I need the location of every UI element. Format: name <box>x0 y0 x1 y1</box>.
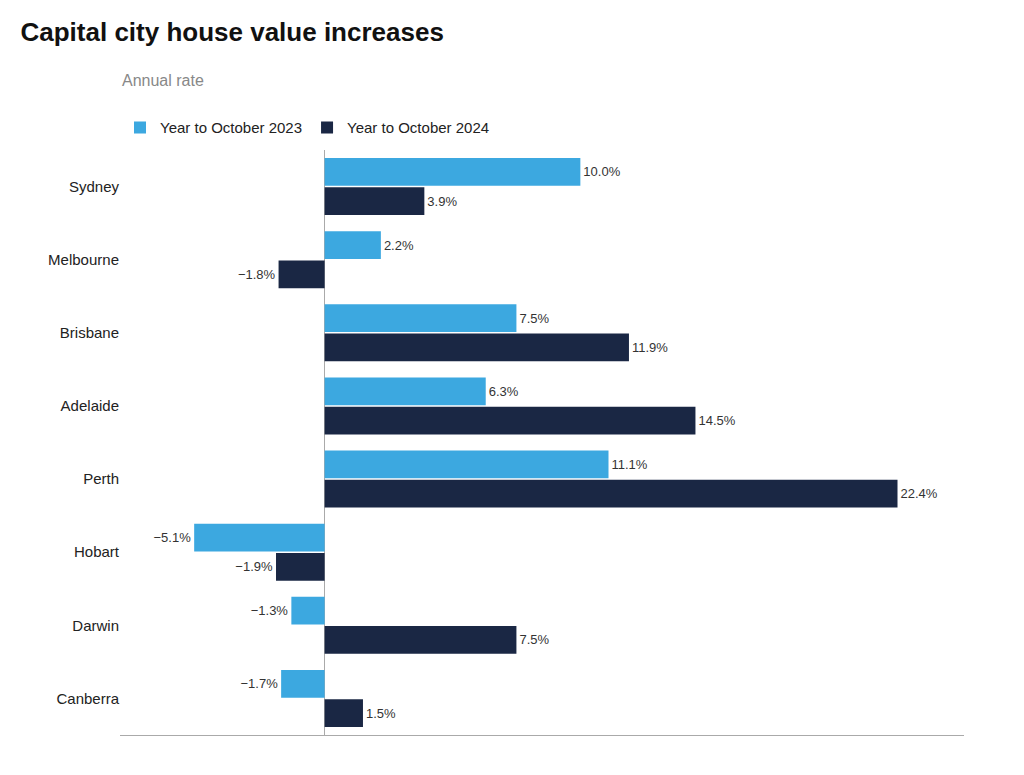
svg-text:3.9%: 3.9% <box>427 194 457 209</box>
svg-text:Canberra: Canberra <box>56 690 119 707</box>
svg-text:Melbourne: Melbourne <box>48 251 119 268</box>
svg-text:14.5%: 14.5% <box>698 413 735 428</box>
svg-text:10.0%: 10.0% <box>583 164 620 179</box>
svg-text:Hobart: Hobart <box>74 543 120 560</box>
svg-text:Brisbane: Brisbane <box>60 324 119 341</box>
svg-text:Perth: Perth <box>83 470 119 487</box>
svg-text:−1.7%: −1.7% <box>240 676 278 691</box>
svg-text:Adelaide: Adelaide <box>61 397 119 414</box>
svg-text:2.2%: 2.2% <box>384 238 414 253</box>
svg-text:−5.1%: −5.1% <box>154 530 192 545</box>
svg-text:11.1%: 11.1% <box>612 457 648 472</box>
svg-text:1.5%: 1.5% <box>366 706 396 721</box>
svg-text:Sydney: Sydney <box>69 178 120 195</box>
svg-text:−1.9%: −1.9% <box>235 559 273 574</box>
svg-text:Year to October 2024: Year to October 2024 <box>347 119 489 136</box>
svg-text:Darwin: Darwin <box>72 617 119 634</box>
svg-text:7.5%: 7.5% <box>519 311 549 326</box>
svg-text:22.4%: 22.4% <box>901 486 938 501</box>
svg-text:Capital city house value incre: Capital city house value increases <box>20 17 443 47</box>
svg-text:7.5%: 7.5% <box>519 632 549 647</box>
svg-text:6.3%: 6.3% <box>489 384 519 399</box>
svg-text:−1.8%: −1.8% <box>238 267 276 282</box>
svg-text:11.9%: 11.9% <box>632 340 668 355</box>
svg-text:Year to October 2023: Year to October 2023 <box>160 119 302 136</box>
svg-text:−1.3%: −1.3% <box>251 603 289 618</box>
svg-text:Annual rate: Annual rate <box>122 72 204 89</box>
